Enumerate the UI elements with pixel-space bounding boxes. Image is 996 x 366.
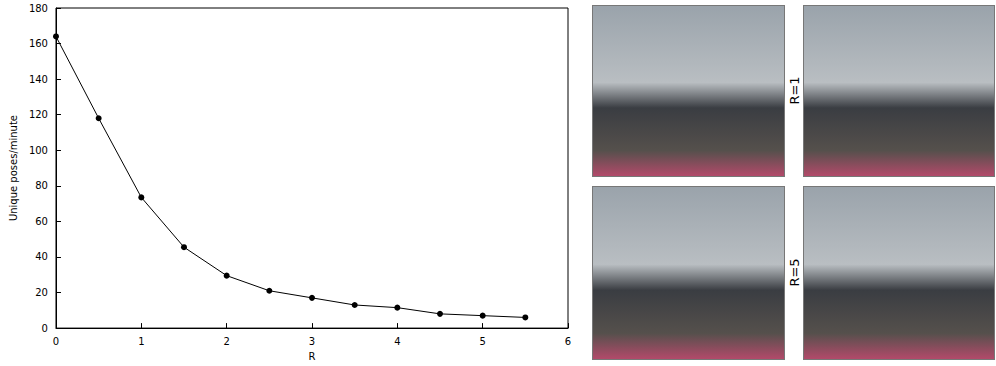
svg-text:40: 40 — [35, 251, 48, 262]
svg-text:20: 20 — [35, 287, 48, 298]
svg-text:160: 160 — [29, 38, 48, 49]
svg-text:Unique poses/minute: Unique poses/minute — [8, 115, 19, 221]
svg-text:60: 60 — [35, 216, 48, 227]
html-text:R=1: R=1 — [786, 76, 802, 105]
svg-text:1: 1 — [138, 336, 144, 347]
svg-text:4: 4 — [394, 336, 400, 347]
svg-text:120: 120 — [29, 109, 48, 120]
svg-text:0: 0 — [42, 323, 48, 334]
svg-text:80: 80 — [35, 180, 48, 191]
svg-text:0: 0 — [53, 336, 59, 347]
svg-text:140: 140 — [29, 74, 48, 85]
svg-text:6: 6 — [565, 336, 571, 347]
svg-text:R: R — [309, 351, 316, 362]
svg-text:100: 100 — [29, 145, 48, 156]
svg-text:180: 180 — [29, 3, 48, 14]
svg-text:5: 5 — [479, 336, 485, 347]
svg-text:2: 2 — [223, 336, 229, 347]
svg-text:3: 3 — [309, 336, 315, 347]
html-text:R=5: R=5 — [786, 258, 802, 287]
